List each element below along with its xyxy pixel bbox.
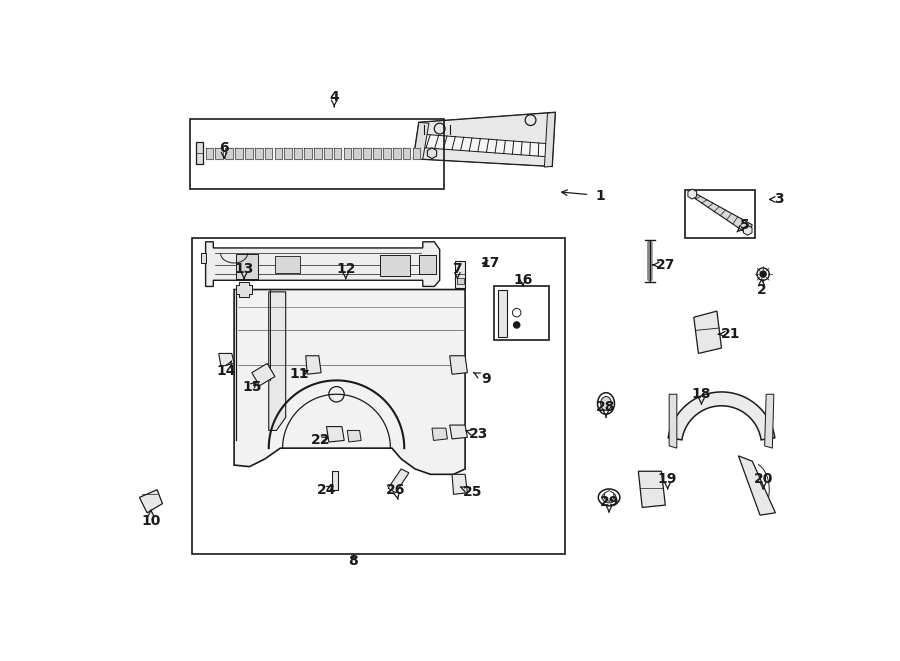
Bar bbox=[190, 118, 445, 190]
Polygon shape bbox=[402, 148, 410, 159]
Ellipse shape bbox=[600, 397, 611, 410]
Polygon shape bbox=[452, 475, 467, 494]
Polygon shape bbox=[245, 148, 253, 159]
Text: 15: 15 bbox=[242, 379, 262, 393]
Polygon shape bbox=[140, 490, 163, 513]
Text: 9: 9 bbox=[473, 372, 491, 386]
Bar bbox=[418, 255, 436, 274]
Polygon shape bbox=[388, 469, 409, 493]
Bar bbox=[381, 255, 410, 276]
Text: 18: 18 bbox=[692, 387, 711, 405]
Ellipse shape bbox=[598, 393, 615, 414]
Text: 3: 3 bbox=[770, 192, 783, 206]
Polygon shape bbox=[205, 242, 440, 286]
Text: 27: 27 bbox=[652, 258, 675, 272]
Text: 12: 12 bbox=[336, 262, 356, 279]
Text: 4: 4 bbox=[329, 90, 339, 107]
Polygon shape bbox=[432, 428, 447, 440]
Text: 5: 5 bbox=[737, 218, 750, 232]
Polygon shape bbox=[450, 425, 467, 439]
Polygon shape bbox=[304, 148, 312, 159]
Polygon shape bbox=[450, 356, 467, 374]
Text: 16: 16 bbox=[513, 273, 533, 288]
Text: 13: 13 bbox=[234, 262, 254, 279]
Polygon shape bbox=[354, 148, 361, 159]
Text: 10: 10 bbox=[141, 510, 160, 527]
Polygon shape bbox=[294, 148, 302, 159]
Text: 11: 11 bbox=[290, 368, 310, 381]
Polygon shape bbox=[237, 282, 252, 297]
Polygon shape bbox=[668, 392, 775, 440]
Text: 25: 25 bbox=[460, 485, 482, 499]
Polygon shape bbox=[738, 456, 776, 515]
Bar bbox=[493, 286, 549, 340]
Polygon shape bbox=[669, 394, 677, 448]
Bar bbox=[195, 143, 203, 164]
Polygon shape bbox=[383, 148, 391, 159]
Text: 1: 1 bbox=[562, 188, 605, 202]
Text: 26: 26 bbox=[386, 483, 406, 500]
Circle shape bbox=[514, 322, 520, 328]
Ellipse shape bbox=[602, 492, 616, 503]
Polygon shape bbox=[638, 471, 665, 508]
Polygon shape bbox=[332, 471, 338, 490]
Text: 20: 20 bbox=[753, 472, 773, 489]
Text: 28: 28 bbox=[597, 401, 616, 417]
Polygon shape bbox=[765, 394, 774, 448]
Bar bbox=[685, 190, 755, 238]
Text: 17: 17 bbox=[481, 256, 500, 270]
Polygon shape bbox=[234, 290, 465, 475]
Text: 22: 22 bbox=[311, 434, 331, 447]
Polygon shape bbox=[219, 354, 234, 367]
Polygon shape bbox=[347, 430, 361, 442]
Text: 6: 6 bbox=[220, 141, 229, 158]
Polygon shape bbox=[418, 112, 555, 144]
Bar bbox=[192, 238, 565, 554]
Polygon shape bbox=[688, 192, 752, 234]
Polygon shape bbox=[364, 148, 371, 159]
Text: 19: 19 bbox=[658, 472, 678, 489]
Polygon shape bbox=[344, 148, 351, 159]
Text: 14: 14 bbox=[217, 361, 236, 378]
Polygon shape bbox=[327, 426, 344, 442]
Polygon shape bbox=[334, 148, 341, 159]
Polygon shape bbox=[544, 112, 555, 167]
Polygon shape bbox=[455, 261, 465, 288]
Bar bbox=[274, 256, 300, 272]
Text: 21: 21 bbox=[718, 327, 741, 341]
Polygon shape bbox=[413, 122, 429, 159]
Polygon shape bbox=[499, 290, 508, 337]
Text: 7: 7 bbox=[453, 262, 463, 279]
Polygon shape bbox=[235, 148, 243, 159]
Ellipse shape bbox=[598, 489, 620, 506]
Polygon shape bbox=[393, 148, 400, 159]
Text: 24: 24 bbox=[317, 483, 337, 496]
Polygon shape bbox=[413, 112, 555, 167]
Polygon shape bbox=[205, 148, 213, 159]
Polygon shape bbox=[201, 253, 205, 263]
Polygon shape bbox=[306, 356, 321, 374]
Polygon shape bbox=[225, 148, 233, 159]
Polygon shape bbox=[413, 147, 552, 167]
Polygon shape bbox=[265, 148, 273, 159]
Polygon shape bbox=[255, 148, 263, 159]
Circle shape bbox=[760, 271, 766, 277]
Polygon shape bbox=[374, 148, 381, 159]
Text: 29: 29 bbox=[599, 495, 619, 512]
Text: 23: 23 bbox=[465, 427, 488, 442]
Text: 2: 2 bbox=[757, 279, 767, 297]
Polygon shape bbox=[284, 148, 292, 159]
Text: 8: 8 bbox=[348, 555, 358, 568]
Bar bbox=[237, 254, 258, 279]
Polygon shape bbox=[252, 364, 274, 386]
Polygon shape bbox=[694, 311, 722, 354]
Polygon shape bbox=[215, 148, 223, 159]
Polygon shape bbox=[324, 148, 331, 159]
Polygon shape bbox=[314, 148, 321, 159]
Polygon shape bbox=[274, 148, 283, 159]
Polygon shape bbox=[412, 148, 420, 159]
Bar bbox=[456, 278, 464, 284]
Polygon shape bbox=[269, 292, 285, 430]
